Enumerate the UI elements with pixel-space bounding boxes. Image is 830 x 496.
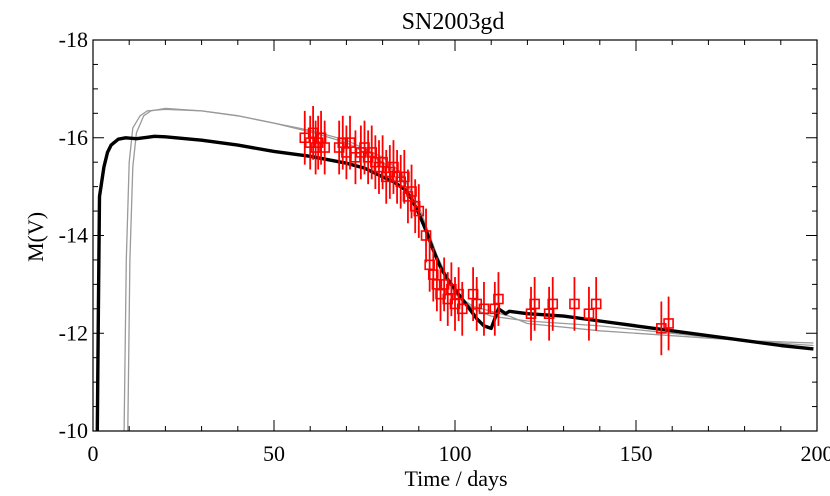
axis-ticks: 0 50 100 150 200 -10 -12 -14 -16 -18 [59,27,830,466]
y-tick-label: -10 [59,418,88,443]
y-tick-label: -12 [59,320,88,345]
y-tick-label: -16 [59,125,88,150]
alternative-model-curves [124,108,813,431]
chart-title: SN2003gd [402,9,505,35]
alt-model-line [128,108,814,431]
y-tick-label: -14 [59,223,88,248]
x-tick-label: 200 [801,441,830,466]
observed-photometry [300,106,673,355]
y-axis-label: M(V) [23,212,48,262]
x-axis-label: Time / days [404,466,507,491]
plot-frame [93,40,817,431]
x-tick-label: 100 [439,441,472,466]
y-tick-label: -18 [59,27,88,52]
x-tick-label: 150 [620,441,653,466]
alt-model-line [124,109,813,431]
x-tick-label: 50 [263,441,285,466]
x-tick-label: 0 [88,441,99,466]
